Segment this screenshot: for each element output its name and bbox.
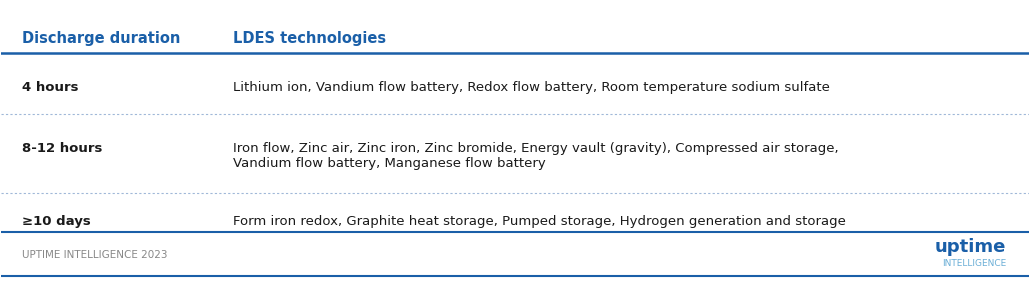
Text: uptime: uptime [934, 238, 1006, 256]
Text: Form iron redox, Graphite heat storage, Pumped storage, Hydrogen generation and : Form iron redox, Graphite heat storage, … [233, 215, 846, 228]
Text: 8-12 hours: 8-12 hours [22, 142, 102, 155]
Text: Iron flow, Zinc air, Zinc iron, Zinc bromide, Energy vault (gravity), Compressed: Iron flow, Zinc air, Zinc iron, Zinc bro… [233, 142, 838, 170]
Text: LDES technologies: LDES technologies [233, 31, 385, 46]
Text: ≥10 days: ≥10 days [22, 215, 91, 228]
Text: INTELLIGENCE: INTELLIGENCE [941, 259, 1006, 268]
Text: Lithium ion, Vandium flow battery, Redox flow battery, Room temperature sodium s: Lithium ion, Vandium flow battery, Redox… [233, 81, 829, 94]
Text: UPTIME INTELLIGENCE 2023: UPTIME INTELLIGENCE 2023 [22, 250, 168, 261]
Text: 4 hours: 4 hours [22, 81, 78, 94]
Text: Discharge duration: Discharge duration [22, 31, 180, 46]
